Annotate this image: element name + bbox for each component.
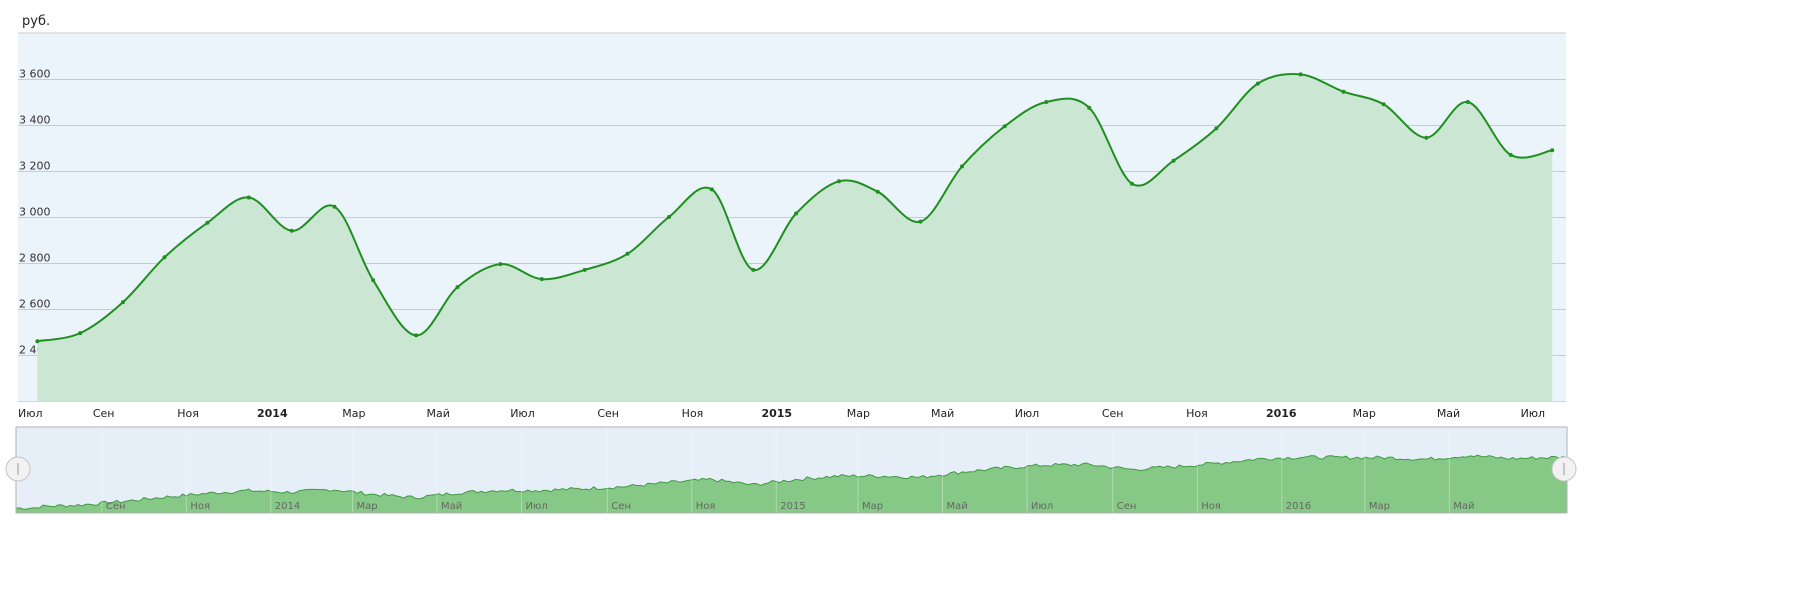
data-point bbox=[332, 204, 337, 209]
data-point bbox=[246, 195, 251, 200]
series-area bbox=[37, 73, 1553, 401]
data-point bbox=[78, 331, 83, 336]
y-tick-label: 3 200 bbox=[19, 160, 51, 173]
data-point bbox=[1087, 105, 1092, 110]
navigator-tick-label: Май bbox=[441, 501, 462, 512]
x-tick-label: 2016 bbox=[1266, 407, 1297, 420]
data-point bbox=[1381, 102, 1386, 107]
data-point bbox=[960, 164, 964, 169]
x-tick-label: Май bbox=[1437, 407, 1460, 420]
data-point bbox=[1214, 126, 1219, 131]
navigator-tick-label: Сен bbox=[1117, 501, 1137, 512]
data-point bbox=[539, 277, 544, 282]
data-point bbox=[498, 262, 503, 267]
navigator-tick-label: Мар bbox=[1369, 501, 1390, 512]
navigator[interactable]: Сен Ноя 2014 Мар Май Июл Сен Ноя 2015 Мар Май Июл Се… bbox=[5, 426, 1577, 514]
navigator-tick-label: Июл bbox=[525, 501, 547, 512]
y-tick-label: 3 400 bbox=[19, 114, 51, 127]
x-tick-label: Июл bbox=[510, 407, 535, 420]
y-tick-label: 2 800 bbox=[19, 252, 51, 265]
data-point bbox=[35, 339, 40, 344]
navigator-series-line bbox=[15, 454, 1568, 510]
x-tick-label: Ноя bbox=[682, 407, 704, 420]
x-tick-label: Мар bbox=[847, 407, 870, 420]
data-point bbox=[794, 211, 799, 216]
data-point bbox=[1002, 124, 1007, 129]
data-point bbox=[1550, 148, 1555, 153]
navigator-tick-label: Май bbox=[1453, 501, 1474, 512]
data-point bbox=[205, 220, 210, 225]
navigator-tick-label: Мар bbox=[357, 501, 378, 512]
data-point bbox=[455, 285, 460, 290]
navigator-tick-label: Мар bbox=[862, 501, 883, 512]
y-tick-label: 3 000 bbox=[19, 206, 51, 219]
data-point bbox=[1130, 181, 1134, 186]
data-point bbox=[667, 215, 671, 219]
data-point bbox=[1465, 100, 1470, 104]
y-tick-label: 2 600 bbox=[19, 298, 51, 311]
data-point bbox=[1341, 89, 1346, 94]
data-point bbox=[121, 300, 125, 305]
navigator-tick-label: 2016 bbox=[1286, 501, 1311, 512]
x-tick-label: Сен bbox=[597, 407, 619, 420]
navigator-right-handle[interactable] bbox=[1551, 456, 1577, 482]
data-point bbox=[1044, 100, 1049, 104]
y-axis-unit-label: руб. bbox=[22, 14, 51, 29]
navigator-tick-label: Июл bbox=[1031, 501, 1053, 512]
data-point bbox=[1424, 135, 1429, 140]
data-point bbox=[709, 187, 714, 192]
data-point bbox=[414, 333, 419, 338]
navigator-tick-label: Сен bbox=[106, 501, 126, 512]
navigator-left-handle[interactable] bbox=[5, 456, 31, 482]
data-point bbox=[918, 219, 923, 224]
x-tick-label: Сен bbox=[93, 407, 115, 420]
x-tick-label: Ноя bbox=[1186, 407, 1208, 420]
x-tick-label: Ноя bbox=[177, 407, 199, 420]
data-point bbox=[751, 267, 756, 272]
navigator-tick-label: Ноя bbox=[696, 501, 716, 512]
data-point bbox=[1255, 81, 1260, 86]
x-tick-label: Мар bbox=[342, 407, 365, 420]
data-point bbox=[625, 251, 630, 256]
data-point bbox=[1508, 152, 1513, 157]
data-point bbox=[289, 228, 294, 233]
data-point bbox=[582, 267, 587, 272]
x-tick-label: Июл bbox=[18, 407, 43, 420]
navigator-tick-label: 2014 bbox=[275, 501, 300, 512]
x-tick-label: Май bbox=[426, 407, 449, 420]
x-tick-label: Июл bbox=[1015, 407, 1040, 420]
y-tick-label: 3 600 bbox=[19, 68, 51, 81]
x-axis: Июл Сен Ноя 2014 Мар Май Июл Сен Ноя 2015 Мар Май Ию… bbox=[18, 401, 1566, 420]
x-tick-label: Мар bbox=[1353, 407, 1376, 420]
navigator-tick-label: 2015 bbox=[780, 501, 805, 512]
navigator-tick-label: Май bbox=[946, 501, 967, 512]
data-point bbox=[875, 189, 880, 194]
data-point bbox=[162, 255, 167, 260]
data-point bbox=[837, 179, 841, 184]
navigator-tick-label: Ноя bbox=[190, 501, 210, 512]
x-tick-label: Сен bbox=[1102, 407, 1124, 420]
data-point bbox=[1298, 72, 1303, 77]
x-tick-label: 2014 bbox=[257, 407, 288, 420]
data-point bbox=[371, 278, 376, 283]
navigator-tick-label: Ноя bbox=[1201, 501, 1221, 512]
data-point bbox=[1171, 158, 1176, 163]
x-tick-label: Июл bbox=[1521, 407, 1546, 420]
x-tick-label: 2015 bbox=[761, 407, 792, 420]
navigator-tick-label: Сен bbox=[611, 501, 631, 512]
x-tick-label: Май bbox=[931, 407, 954, 420]
